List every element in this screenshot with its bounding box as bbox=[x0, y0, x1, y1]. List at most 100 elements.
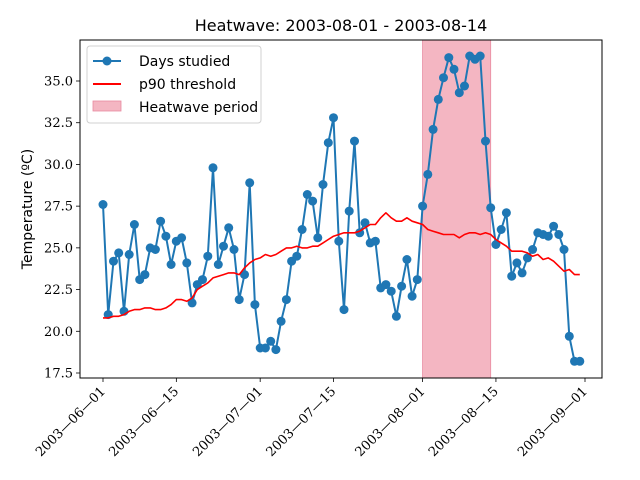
data-point-days-studied bbox=[481, 136, 490, 146]
y-tick-label: 30.0 bbox=[44, 158, 73, 173]
data-point-days-studied bbox=[517, 268, 527, 278]
legend-days-marker-icon bbox=[102, 56, 112, 66]
legend: Days studied p90 threshold Heatwave peri… bbox=[86, 45, 262, 124]
data-point-days-studied bbox=[486, 203, 496, 213]
data-point-days-studied bbox=[564, 331, 574, 341]
data-point-days-studied bbox=[554, 230, 564, 239]
legend-label-p90-threshold: p90 threshold bbox=[139, 77, 236, 93]
data-point-days-studied bbox=[549, 221, 559, 231]
data-point-days-studied bbox=[161, 231, 171, 241]
data-point-days-studied bbox=[323, 138, 333, 148]
data-point-days-studied bbox=[501, 208, 511, 218]
data-point-days-studied bbox=[245, 178, 255, 188]
data-point-days-studied bbox=[475, 51, 485, 61]
legend-label-heatwave-period: Heatwave period bbox=[139, 100, 258, 116]
data-point-days-studied bbox=[308, 196, 318, 206]
data-point-days-studied bbox=[281, 295, 291, 305]
data-point-days-studied bbox=[213, 260, 223, 269]
data-point-days-studied bbox=[339, 305, 349, 315]
data-point-days-studied bbox=[423, 169, 433, 179]
data-point-days-studied bbox=[360, 218, 370, 228]
y-tick-label: 20.0 bbox=[44, 325, 73, 340]
data-point-days-studied bbox=[203, 251, 213, 261]
heatwave-layer bbox=[422, 39, 492, 379]
data-point-days-studied bbox=[407, 291, 417, 301]
data-point-days-studied bbox=[124, 250, 134, 259]
data-point-days-studied bbox=[198, 275, 207, 285]
data-point-days-studied bbox=[418, 201, 428, 211]
data-point-days-studied bbox=[428, 124, 438, 134]
data-point-days-studied bbox=[266, 336, 276, 346]
data-point-days-studied bbox=[444, 53, 454, 63]
data-point-days-studied bbox=[491, 240, 501, 249]
data-point-days-studied bbox=[329, 113, 338, 123]
data-point-days-studied bbox=[543, 231, 553, 241]
data-point-days-studied bbox=[234, 295, 244, 305]
data-point-days-studied bbox=[313, 233, 323, 243]
data-point-days-studied bbox=[276, 316, 286, 326]
legend-box bbox=[86, 45, 262, 124]
data-point-days-studied bbox=[507, 271, 517, 281]
legend-item-days-studied: Days studied bbox=[93, 54, 230, 70]
series-line-p90-threshold bbox=[103, 212, 580, 319]
data-point-days-studied bbox=[402, 255, 412, 264]
data-point-days-studied bbox=[460, 81, 469, 91]
data-point-days-studied bbox=[177, 233, 187, 243]
plot-frame bbox=[79, 39, 603, 379]
data-point-days-studied bbox=[454, 88, 464, 98]
heatwave-period-span bbox=[422, 39, 492, 379]
data-point-days-studied bbox=[156, 216, 166, 226]
data-point-days-studied bbox=[240, 270, 249, 280]
data-point-days-studied bbox=[182, 258, 192, 268]
data-point-days-studied bbox=[98, 200, 108, 209]
data-point-days-studied bbox=[219, 241, 228, 251]
y-tick-label: 22.5 bbox=[44, 283, 73, 298]
y-tick-label: 27.5 bbox=[44, 200, 73, 215]
data-point-days-studied bbox=[140, 270, 150, 280]
y-tick-label: 35.0 bbox=[44, 75, 73, 90]
data-point-days-studied bbox=[114, 248, 124, 258]
data-point-days-studied bbox=[260, 343, 270, 353]
data-point-days-studied bbox=[496, 225, 506, 234]
data-point-days-studied bbox=[575, 356, 585, 366]
data-point-days-studied bbox=[412, 275, 422, 285]
data-point-days-studied bbox=[297, 225, 307, 234]
data-point-days-studied bbox=[334, 236, 344, 246]
data-point-days-studied bbox=[433, 94, 443, 104]
legend-label-days-studied: Days studied bbox=[139, 54, 230, 70]
data-point-days-studied bbox=[271, 345, 281, 355]
y-axis-label: Temperature (ºC) bbox=[20, 149, 36, 270]
data-point-days-studied bbox=[302, 190, 312, 199]
data-point-days-studied bbox=[522, 253, 532, 263]
data-point-days-studied bbox=[250, 300, 260, 310]
y-tick-label: 17.5 bbox=[44, 367, 73, 382]
legend-item-heatwave-period: Heatwave period bbox=[92, 100, 258, 116]
data-point-days-studied bbox=[229, 245, 239, 254]
legend-heatwave-patch-icon bbox=[92, 100, 122, 112]
data-point-days-studied bbox=[391, 311, 401, 321]
data-point-days-studied bbox=[449, 64, 459, 74]
data-point-days-studied bbox=[129, 220, 139, 229]
data-point-days-studied bbox=[224, 223, 234, 233]
legend-item-p90-threshold: p90 threshold bbox=[93, 77, 236, 93]
data-point-days-studied bbox=[439, 73, 448, 83]
data-point-days-studied bbox=[166, 260, 176, 269]
series-layer bbox=[98, 51, 585, 366]
data-point-days-studied bbox=[512, 258, 522, 268]
data-point-days-studied bbox=[397, 281, 407, 291]
data-point-days-studied bbox=[292, 251, 302, 261]
data-point-days-studied bbox=[559, 245, 569, 254]
y-axis: 17.5 20.0 22.5 25.0 27.5 30.0 32.5 35.0 bbox=[44, 75, 80, 382]
y-tick-label: 32.5 bbox=[44, 116, 73, 131]
data-point-days-studied bbox=[370, 236, 380, 246]
y-tick-label: 25.0 bbox=[44, 241, 73, 256]
data-point-days-studied bbox=[208, 163, 218, 173]
data-point-days-studied bbox=[187, 298, 197, 308]
data-point-days-studied bbox=[350, 136, 359, 146]
data-point-days-studied bbox=[386, 286, 396, 296]
chart-title: Heatwave: 2003-08-01 - 2003-08-14 bbox=[195, 16, 488, 35]
data-point-days-studied bbox=[344, 206, 354, 216]
data-point-days-studied bbox=[150, 245, 160, 254]
data-point-days-studied bbox=[381, 280, 391, 290]
